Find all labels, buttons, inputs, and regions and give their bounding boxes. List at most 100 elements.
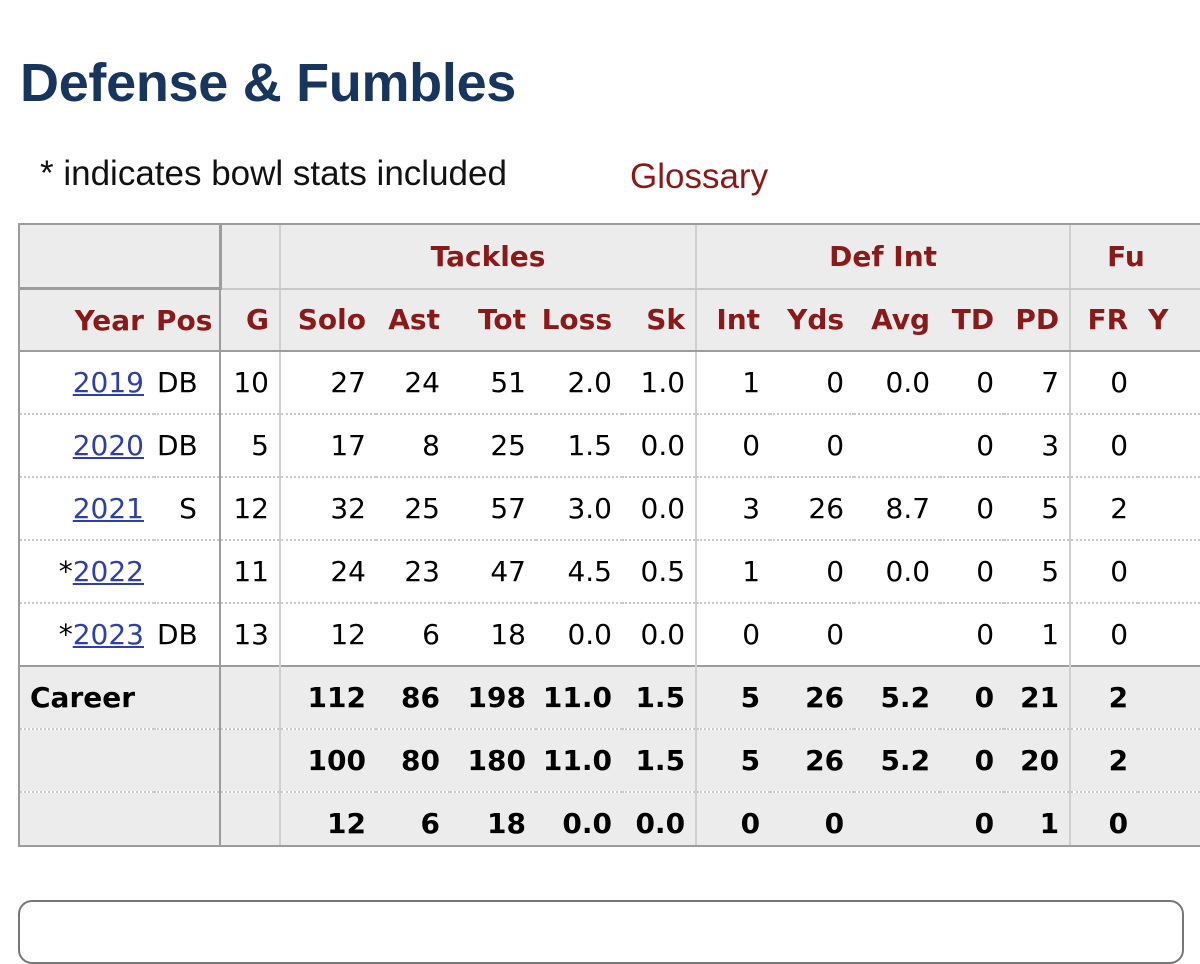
cell-int: 1	[696, 540, 771, 604]
year-link[interactable]: 2019	[72, 366, 144, 399]
cell-year: 2020	[20, 414, 154, 478]
defense-fumbles-table: Tackles Def Int Fu Year Pos G Solo Ast Tot Los…	[20, 225, 1200, 845]
cell-y	[1138, 729, 1200, 793]
cell-int: 0	[696, 414, 771, 478]
cell-tot: 25	[450, 414, 536, 478]
cell-td: 0	[940, 792, 1005, 845]
cell-yds: 26	[770, 729, 855, 793]
column-header-yds[interactable]: Yds	[770, 288, 855, 352]
column-header-y[interactable]: Y	[1138, 288, 1200, 352]
career-label	[20, 792, 221, 845]
cell-yds: 0	[770, 792, 855, 845]
cell-g: 11	[220, 540, 281, 604]
cell-yds: 0	[770, 603, 855, 667]
cell-loss: 11.0	[536, 665, 622, 730]
column-header-pos[interactable]: Pos	[154, 288, 221, 352]
cell-pd: 5	[1004, 477, 1072, 541]
table-row: 2021 S 12 32 25 57 3.0 0.0 3 26 8.7 0 5 2	[20, 477, 1200, 541]
column-header-avg[interactable]: Avg	[854, 288, 941, 352]
cell-td: 0	[940, 414, 1005, 478]
group-header-tackles: Tackles	[280, 225, 698, 290]
column-header-year[interactable]: Year	[20, 288, 154, 352]
cell-yds: 0	[770, 540, 855, 604]
column-header-ast[interactable]: Ast	[376, 288, 450, 352]
column-header-g[interactable]: G	[220, 288, 281, 352]
cell-ast: 8	[376, 414, 450, 478]
cell-tot: 18	[450, 603, 536, 667]
cell-fr: 2	[1070, 665, 1139, 730]
cell-pd: 21	[1004, 665, 1072, 730]
cell-tot: 198	[450, 665, 536, 730]
column-header-loss[interactable]: Loss	[536, 288, 622, 352]
column-header-td[interactable]: TD	[940, 288, 1005, 352]
cell-fr: 2	[1070, 729, 1139, 793]
cell-loss: 2.0	[536, 351, 622, 415]
cell-int: 1	[696, 351, 771, 415]
cell-solo: 100	[280, 729, 376, 793]
cell-td: 0	[940, 477, 1005, 541]
career-row: 100 80 180 11.0 1.5 5 26 5.2 0 20 2	[20, 729, 1200, 793]
cell-ast: 23	[376, 540, 450, 604]
cell-tot: 57	[450, 477, 536, 541]
cell-sk: 0.0	[622, 477, 698, 541]
column-header-fr[interactable]: FR	[1070, 288, 1139, 352]
cell-fr: 0	[1070, 351, 1139, 415]
year-link[interactable]: 2023	[72, 618, 144, 651]
cell-ast: 80	[376, 729, 450, 793]
column-header-sk[interactable]: Sk	[622, 288, 698, 352]
defense-fumbles-table-container[interactable]: Tackles Def Int Fu Year Pos G Solo Ast Tot Los…	[18, 223, 1200, 847]
column-header-pd[interactable]: PD	[1004, 288, 1072, 352]
glossary-link[interactable]: Glossary	[630, 157, 769, 196]
cell-td: 0	[940, 603, 1005, 667]
cell-ast: 24	[376, 351, 450, 415]
cell-pd: 1	[1004, 603, 1072, 667]
column-header-tot[interactable]: Tot	[450, 288, 536, 352]
cell-avg	[854, 603, 941, 667]
cell-avg: 0.0	[854, 351, 941, 415]
cell-avg: 5.2	[854, 729, 941, 793]
cell-ast: 86	[376, 665, 450, 730]
column-header-solo[interactable]: Solo	[280, 288, 376, 352]
cell-sk: 1.5	[622, 665, 698, 730]
cell-int: 5	[696, 729, 771, 793]
cell-fr: 0	[1070, 792, 1139, 845]
cell-g	[220, 729, 281, 793]
cell-solo: 12	[280, 603, 376, 667]
cell-yds: 26	[770, 665, 855, 730]
career-label: Career	[20, 665, 221, 730]
cell-pos: DB	[154, 414, 221, 478]
cell-year: 2021	[20, 477, 154, 541]
cell-pd: 3	[1004, 414, 1072, 478]
cell-avg: 5.2	[854, 665, 941, 730]
cell-td: 0	[940, 351, 1005, 415]
cell-tot: 51	[450, 351, 536, 415]
cell-year: *2023	[20, 603, 154, 667]
bowl-marker: *	[58, 618, 73, 651]
cell-loss: 0.0	[536, 603, 622, 667]
cell-solo: 112	[280, 665, 376, 730]
cell-fr: 2	[1070, 477, 1139, 541]
career-rows: Career 112 86 198 11.0 1.5 5 26 5.2 0 21 2 100 80 180 1…	[20, 665, 1200, 845]
season-rows: 2019 DB 10 27 24 51 2.0 1.0 1 0 0.0 0 7 0 2020 DB 5 17 8 25…	[20, 351, 1200, 667]
career-row: Career 112 86 198 11.0 1.5 5 26 5.2 0 21 2	[20, 665, 1200, 730]
year-link[interactable]: 2022	[72, 555, 144, 588]
cell-sk: 1.0	[622, 351, 698, 415]
cell-int: 5	[696, 665, 771, 730]
cell-g	[220, 792, 281, 845]
cell-sk: 0.5	[622, 540, 698, 604]
year-link[interactable]: 2021	[72, 492, 144, 525]
cell-yds: 0	[770, 414, 855, 478]
career-label	[20, 729, 221, 793]
cell-sk: 1.5	[622, 729, 698, 793]
column-header-row: Year Pos G Solo Ast Tot Loss Sk Int Yds Avg TD PD FR Y	[20, 288, 1200, 352]
cell-sk: 0.0	[622, 603, 698, 667]
cell-fr: 0	[1070, 603, 1139, 667]
cell-y	[1138, 792, 1200, 845]
year-link[interactable]: 2020	[72, 429, 144, 462]
cell-int: 3	[696, 477, 771, 541]
cell-tot: 180	[450, 729, 536, 793]
cell-int: 0	[696, 603, 771, 667]
column-header-int[interactable]: Int	[696, 288, 771, 352]
cell-tot: 18	[450, 792, 536, 845]
cell-loss: 0.0	[536, 792, 622, 845]
